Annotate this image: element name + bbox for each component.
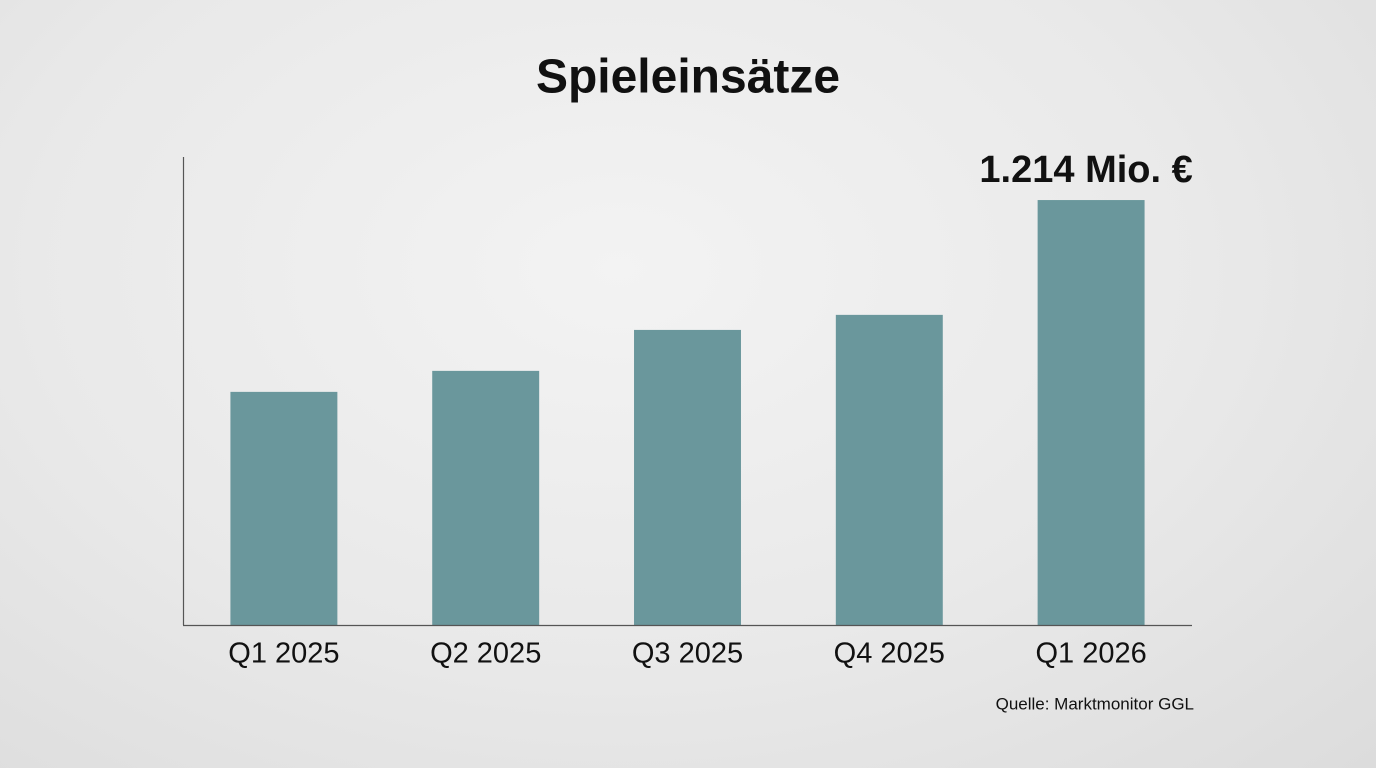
x-tick-label: Q1 2026: [1035, 638, 1146, 670]
x-tick-label: Q4 2025: [834, 638, 945, 670]
chart-title: Spieleinsätze: [536, 51, 840, 104]
bar: [634, 329, 741, 625]
bar: [1037, 200, 1145, 625]
bar: [432, 370, 540, 625]
bar: [230, 391, 338, 625]
source-note: Quelle: Marktmonitor GGL: [996, 694, 1194, 713]
x-tick-label: Q1 2025: [228, 638, 339, 670]
x-tick-label: Q2 2025: [430, 638, 541, 670]
data-label: 1.214 Mio. €: [979, 149, 1192, 191]
x-tick-label: Q3 2025: [632, 638, 743, 670]
bar: [835, 314, 943, 625]
